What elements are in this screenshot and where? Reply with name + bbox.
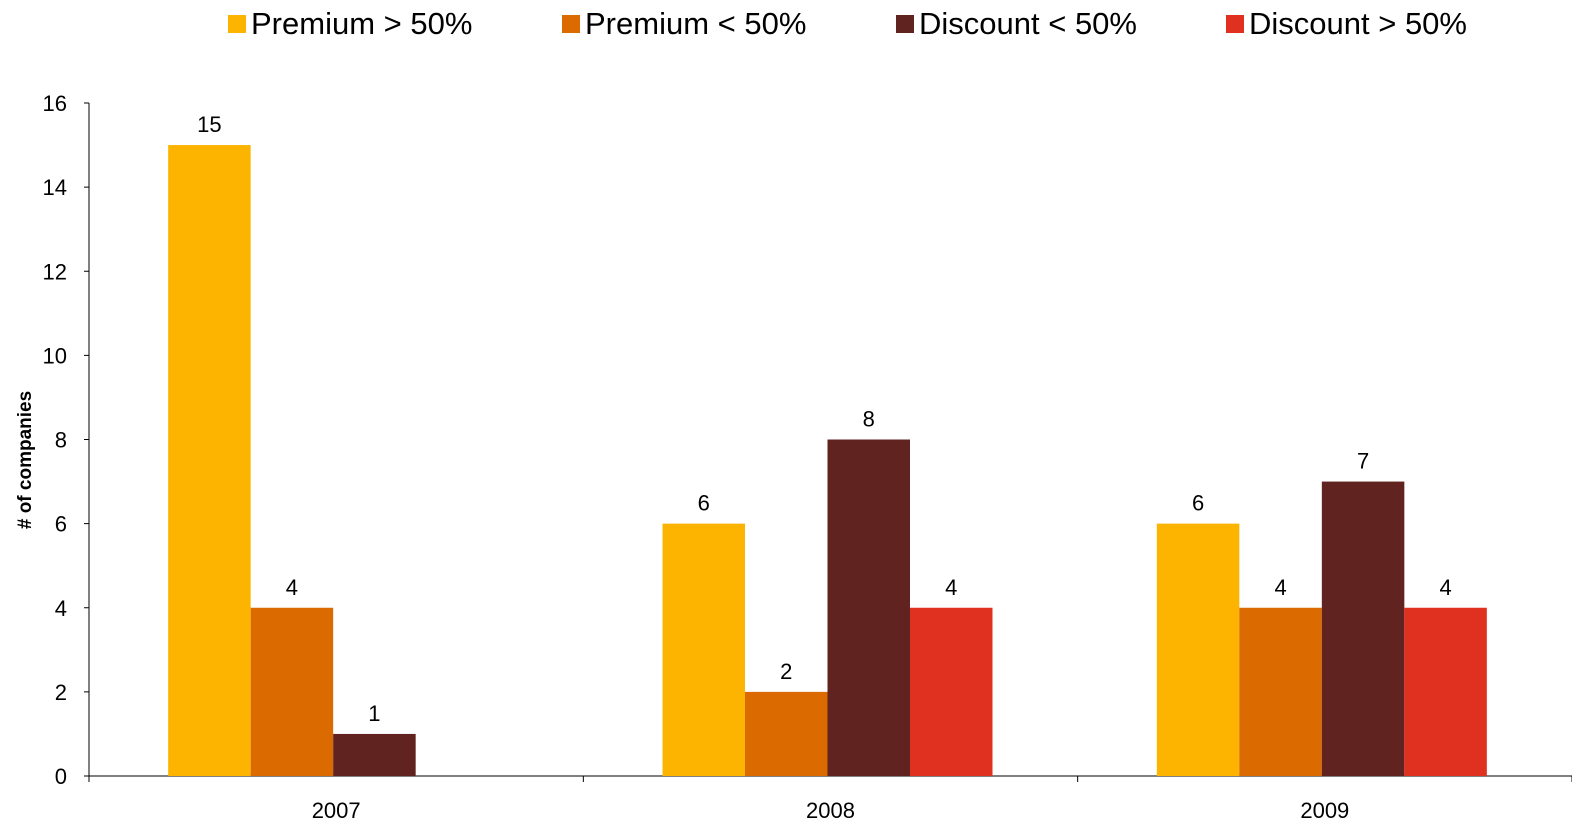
y-tick-label: 16 bbox=[43, 91, 67, 116]
data-label: 4 bbox=[1274, 575, 1286, 600]
x-tick-label: 2009 bbox=[1300, 798, 1349, 823]
bar bbox=[1321, 481, 1405, 776]
bar bbox=[333, 733, 416, 776]
y-tick-label: 2 bbox=[55, 680, 67, 705]
bar bbox=[1156, 523, 1240, 776]
legend-label-premium-under-50: Premium < 50% bbox=[585, 6, 807, 41]
data-label: 8 bbox=[863, 407, 875, 432]
data-label: 6 bbox=[698, 491, 710, 516]
x-tick-label: 2008 bbox=[806, 798, 855, 823]
bar bbox=[1239, 607, 1322, 776]
data-label: 6 bbox=[1192, 491, 1204, 516]
legend-swatch-premium-under-50 bbox=[562, 15, 580, 33]
data-labels: 15 4 1 6 2 8 4 6 4 7 4 bbox=[197, 112, 1452, 726]
legend-label-discount-over-50: Discount > 50% bbox=[1249, 6, 1467, 41]
y-tick-label: 12 bbox=[43, 259, 67, 284]
bar bbox=[168, 145, 251, 776]
y-tick-label: 14 bbox=[43, 175, 67, 200]
x-tick-label: 2007 bbox=[312, 798, 361, 823]
y-tick-label: 4 bbox=[55, 596, 67, 621]
y-tick-label: 8 bbox=[55, 428, 67, 453]
y-axis: 0 2 4 6 8 10 12 14 16 bbox=[43, 91, 90, 789]
chart-legend: Premium > 50% Premium < 50% Discount < 5… bbox=[0, 6, 1572, 50]
y-tick-label: 0 bbox=[55, 764, 67, 789]
legend-item-premium-under-50: Premium < 50% bbox=[562, 6, 806, 42]
legend-swatch-premium-over-50 bbox=[228, 15, 246, 33]
bar bbox=[250, 607, 334, 776]
legend-label-discount-under-50: Discount < 50% bbox=[919, 6, 1137, 41]
data-label: 4 bbox=[1439, 575, 1451, 600]
legend-label-premium-over-50: Premium > 50% bbox=[251, 6, 473, 41]
bar bbox=[1404, 607, 1487, 776]
bars bbox=[168, 145, 1487, 776]
data-label: 4 bbox=[945, 575, 957, 600]
y-tick-label: 10 bbox=[43, 343, 67, 368]
bar bbox=[662, 523, 745, 776]
y-tick-label: 6 bbox=[55, 512, 67, 537]
data-label: 1 bbox=[368, 701, 380, 726]
data-label: 4 bbox=[286, 575, 298, 600]
legend-swatch-discount-under-50 bbox=[896, 15, 914, 33]
data-label: 7 bbox=[1357, 449, 1369, 474]
data-label: 15 bbox=[197, 112, 221, 137]
legend-item-discount-under-50: Discount < 50% bbox=[896, 6, 1137, 42]
y-axis-title: # of companies bbox=[15, 391, 36, 529]
legend-item-premium-over-50: Premium > 50% bbox=[228, 6, 472, 42]
data-label: 2 bbox=[780, 659, 792, 684]
bar bbox=[827, 439, 910, 776]
legend-swatch-discount-over-50 bbox=[1226, 15, 1244, 33]
x-axis: 2007 2008 2009 bbox=[88, 775, 1572, 823]
legend-item-discount-over-50: Discount > 50% bbox=[1226, 6, 1467, 42]
bar bbox=[910, 607, 993, 776]
bar bbox=[745, 691, 828, 776]
